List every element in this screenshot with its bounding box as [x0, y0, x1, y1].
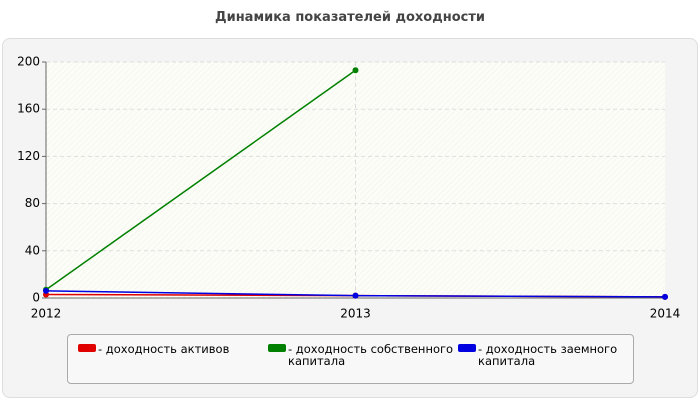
- x-tick-label: 2012: [31, 307, 62, 321]
- data-point: [43, 287, 49, 294]
- y-tick-label: 120: [17, 149, 40, 163]
- y-tick-label: 80: [25, 196, 40, 210]
- series-line: [45, 69, 356, 291]
- data-point: [352, 67, 359, 74]
- legend-swatch: [78, 344, 96, 352]
- legend-swatch: [458, 344, 476, 352]
- y-tick-label: 200: [17, 55, 40, 69]
- data-point: [352, 292, 359, 299]
- legend-item: - доходность активов: [68, 343, 268, 355]
- legend-item: - доходность собственного капитала: [258, 343, 458, 367]
- x-tick-label: 2013: [340, 307, 371, 321]
- x-tick-label: 2014: [650, 307, 681, 321]
- chart-title: Динамика показателей доходности: [215, 10, 485, 25]
- data-point: [662, 293, 668, 300]
- legend-label: - доходность активов: [98, 342, 230, 356]
- legend-label: - доходность собственного капитала: [288, 342, 454, 368]
- y-tick-label: 40: [25, 243, 40, 257]
- legend-swatch: [268, 344, 286, 352]
- legend-label: - доходность заемного капитала: [478, 342, 618, 368]
- legend-item: - доходность заемного капитала: [448, 343, 648, 367]
- legend: - доходность активов - доходность собстве…: [67, 334, 634, 384]
- y-tick-label: 160: [17, 102, 40, 116]
- y-tick-label: 0: [32, 291, 40, 305]
